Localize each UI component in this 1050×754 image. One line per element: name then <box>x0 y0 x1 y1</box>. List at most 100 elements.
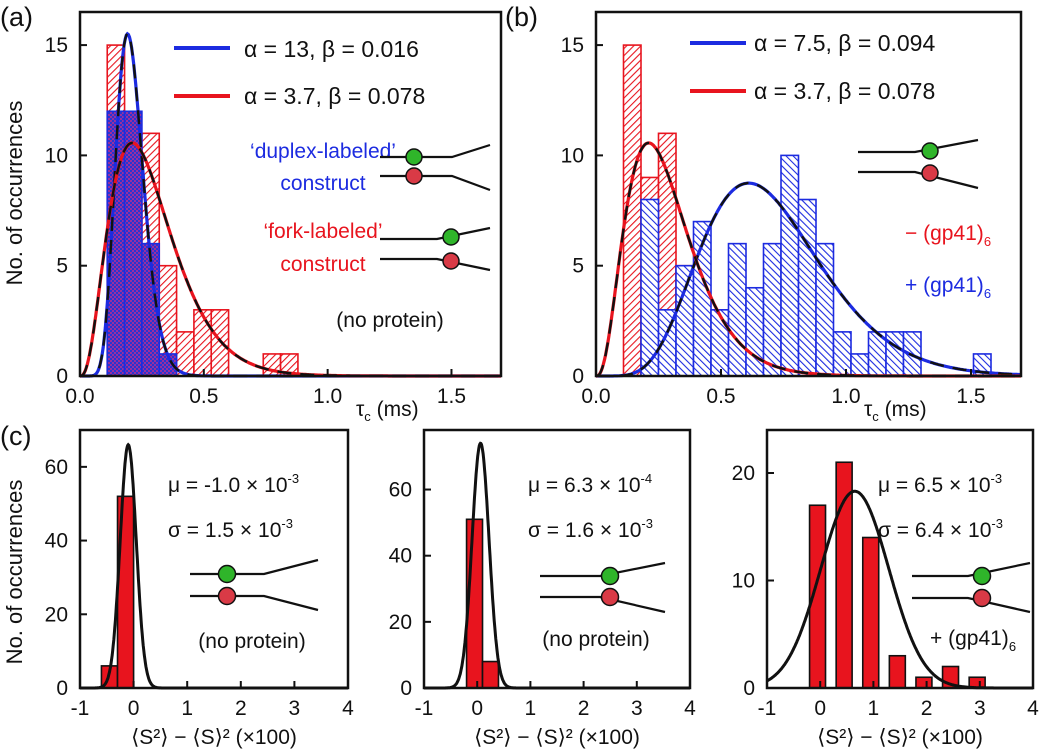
plus-gp41-label-c3: + (gp41)6 <box>930 627 1016 654</box>
duplex-construct-icon-c1 <box>190 558 319 612</box>
histogram-bar <box>210 309 230 377</box>
x-tick-label: 2 <box>578 697 590 720</box>
x-tick-label: 1 <box>525 697 537 720</box>
stats-sigma-c1: σ = 1.5 × 10-3 <box>168 516 293 542</box>
fork-construct-icon-c3 <box>912 561 1031 614</box>
duplex-label-line1: ‘duplex-labeled’ <box>250 140 396 163</box>
y-tick-label: 20 <box>732 462 755 485</box>
no-protein-label-a: (no protein) <box>336 309 443 332</box>
x-tick-label: -1 <box>415 697 434 720</box>
x-tick-label: 1.0 <box>831 385 860 408</box>
histogram-bar <box>780 154 800 377</box>
x-tick-label: 0 <box>128 697 140 720</box>
x-tick-label: 3 <box>974 697 986 720</box>
y-tick-label: 20 <box>389 611 412 634</box>
fit-curve-blue-dash <box>596 181 1021 378</box>
fork-label-line2: construct <box>280 253 365 276</box>
stats-mu-c3: μ = 6.5 × 10-3 <box>878 471 1002 497</box>
y-axis-label-bottom: No. of occurrences <box>2 480 27 665</box>
panel-b-frame <box>594 10 1023 378</box>
x-axis-label-c3: ⟨S²⟩ − ⟨S⟩² (×100) <box>817 726 983 749</box>
histogram-bar <box>850 353 870 377</box>
duplex-label-line2: construct <box>280 172 365 195</box>
histogram-bar <box>762 242 782 377</box>
panel-label-a: (a) <box>0 2 33 32</box>
panel-b: 0.0 0.5 1.0 1.5 0 5 10 15 α = 7.5, β = 0.094 α … <box>561 10 1023 424</box>
x-tick-label: 1.5 <box>956 385 985 408</box>
histogram-bar <box>640 198 660 377</box>
y-tick-label: 60 <box>389 479 412 502</box>
histogram-bar <box>710 309 730 377</box>
x-tick-label: 1.5 <box>437 385 466 408</box>
histogram-bar <box>915 676 933 689</box>
y-tick-label: 0 <box>400 677 412 700</box>
legend-b-red-label: α = 3.7, β = 0.078 <box>754 78 935 104</box>
y-tick-label: 5 <box>572 255 584 278</box>
stats-sigma-c2: σ = 1.6 × 10-3 <box>528 516 653 542</box>
y-tick-label: 15 <box>561 34 584 57</box>
x-tick-label: 4 <box>684 697 696 720</box>
y-tick-label: 10 <box>561 144 584 167</box>
histogram-bar <box>193 309 213 377</box>
y-tick-label: 10 <box>45 144 68 167</box>
y-tick-label: 20 <box>45 603 68 626</box>
y-tick-label: 10 <box>732 570 755 593</box>
x-axis-label-a: τc (ms) <box>356 398 419 424</box>
histogram-bar <box>861 536 880 689</box>
x-axis-label-b: τc (ms) <box>864 398 927 424</box>
minus-gp41-label: − (gp41)6 <box>905 222 991 249</box>
x-axis-label-c1: ⟨S²⟩ − ⟨S⟩² (×100) <box>131 726 297 749</box>
fork-construct-icon-b <box>858 138 979 190</box>
panel-c1-frame <box>78 428 350 690</box>
legend-a-red-label: α = 3.7, β = 0.078 <box>244 83 425 109</box>
x-tick-label: 0.5 <box>706 385 735 408</box>
legend-b-blue-label: α = 7.5, β = 0.094 <box>754 30 935 56</box>
panel-label-b: (b) <box>505 2 538 32</box>
fit-curve-red-dash <box>595 141 1021 378</box>
panel-a-frame <box>78 10 503 378</box>
x-tick-label: 1 <box>181 697 193 720</box>
y-tick-label: 0 <box>743 677 755 700</box>
fit-curve-red-dash <box>79 141 501 378</box>
x-tick-label: 0.0 <box>581 385 610 408</box>
y-tick-label: 0 <box>56 365 68 388</box>
x-tick-label: 1.0 <box>313 385 342 408</box>
y-tick-label: 40 <box>45 530 68 553</box>
y-tick-label: 60 <box>45 456 68 479</box>
y-tick-label: 0 <box>56 677 68 700</box>
histogram-bar <box>888 654 907 689</box>
x-tick-label: 2 <box>921 697 933 720</box>
histogram-bar <box>885 331 905 377</box>
stats-mu-c2: μ = 6.3 × 10-4 <box>528 471 652 497</box>
x-tick-label: 0.5 <box>189 385 218 408</box>
y-tick-label: 15 <box>45 34 68 57</box>
fork-construct-icon <box>380 226 491 272</box>
x-tick-label: 0 <box>814 697 826 720</box>
y-tick-label: 40 <box>389 545 412 568</box>
x-tick-label: 4 <box>342 697 354 720</box>
stats-sigma-c3: σ = 6.4 × 10-3 <box>878 516 1003 542</box>
x-tick-label: 1 <box>868 697 880 720</box>
y-axis-label-top: No. of occurrences <box>2 101 27 286</box>
x-tick-label: 3 <box>289 697 301 720</box>
panel-a: 0.0 0.5 1.0 1.5 0 5 10 15 α = 13, β = 0.016 α =… <box>45 10 503 424</box>
legend-a-blue-label: α = 13, β = 0.016 <box>244 36 419 62</box>
histogram-bar <box>835 461 853 689</box>
x-tick-label: 0.0 <box>65 385 94 408</box>
x-tick-label: 2 <box>235 697 247 720</box>
x-tick-label: -1 <box>758 697 777 720</box>
plus-gp41-label: + (gp41)6 <box>905 274 991 301</box>
x-tick-label: -1 <box>71 697 90 720</box>
y-tick-label: 0 <box>572 365 584 388</box>
x-axis-label-c2: ⟨S²⟩ − ⟨S⟩² (×100) <box>474 726 640 749</box>
histogram-bar <box>727 242 747 377</box>
histogram-bar <box>797 198 817 377</box>
histogram-bar <box>675 264 695 377</box>
panel-label-c: (c) <box>0 421 31 451</box>
no-protein-label-c1: (no protein) <box>198 630 305 653</box>
y-tick-label: 5 <box>56 255 68 278</box>
